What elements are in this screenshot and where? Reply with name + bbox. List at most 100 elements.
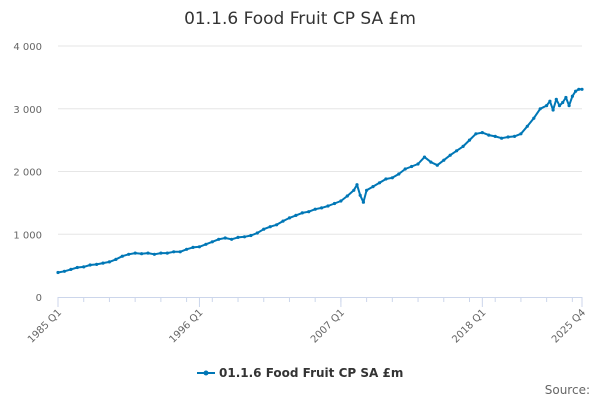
data-point[interactable] xyxy=(429,160,433,164)
legend-series-marker xyxy=(203,370,209,376)
data-point[interactable] xyxy=(525,124,529,128)
data-point[interactable] xyxy=(140,252,144,256)
data-point[interactable] xyxy=(545,104,549,108)
data-point[interactable] xyxy=(165,251,169,255)
data-point[interactable] xyxy=(197,245,201,249)
data-point[interactable] xyxy=(480,131,484,135)
y-tick-label: 1 000 xyxy=(13,230,42,241)
data-point[interactable] xyxy=(361,200,365,204)
data-point[interactable] xyxy=(249,233,253,238)
data-point[interactable] xyxy=(467,138,472,142)
y-tick-label: 3 000 xyxy=(13,105,42,116)
data-point[interactable] xyxy=(574,89,578,93)
data-point[interactable] xyxy=(242,235,247,239)
data-point[interactable] xyxy=(185,247,189,251)
data-point[interactable] xyxy=(493,134,497,138)
data-point[interactable] xyxy=(204,242,208,246)
data-point[interactable] xyxy=(178,250,182,254)
data-point[interactable] xyxy=(422,155,427,159)
data-point[interactable] xyxy=(294,213,298,217)
data-point[interactable] xyxy=(580,87,584,91)
data-point[interactable] xyxy=(557,104,562,108)
data-point[interactable] xyxy=(551,108,555,112)
data-point[interactable] xyxy=(326,204,330,208)
data-point[interactable] xyxy=(159,251,163,255)
data-point[interactable] xyxy=(390,176,394,180)
data-point[interactable] xyxy=(127,252,131,256)
data-point[interactable] xyxy=(487,133,491,137)
data-point[interactable] xyxy=(474,132,478,136)
data-point[interactable] xyxy=(236,235,240,239)
data-point[interactable] xyxy=(75,265,79,270)
data-point[interactable] xyxy=(191,245,195,249)
data-point[interactable] xyxy=(268,225,272,229)
legend-series-label: 01.1.6 Food Fruit CP SA £m xyxy=(219,366,403,380)
data-point[interactable] xyxy=(355,183,359,187)
data-point[interactable] xyxy=(352,188,356,192)
data-point[interactable] xyxy=(152,252,156,256)
data-point[interactable] xyxy=(532,116,536,120)
data-point[interactable] xyxy=(416,162,420,166)
x-tick-label: 1985 Q1 xyxy=(26,307,64,345)
data-point[interactable] xyxy=(570,94,575,98)
data-point[interactable] xyxy=(307,210,311,214)
data-point[interactable] xyxy=(217,237,221,241)
data-point[interactable] xyxy=(120,254,124,258)
data-point[interactable] xyxy=(62,269,66,273)
data-point[interactable] xyxy=(384,177,388,181)
data-point[interactable] xyxy=(500,136,504,140)
data-point[interactable] xyxy=(339,199,343,203)
data-point[interactable] xyxy=(82,265,86,269)
data-point[interactable] xyxy=(365,188,369,192)
x-tick-label: 2025 Q4 xyxy=(550,307,588,345)
x-axis: 1985 Q1 1996 Q1 2007 Q1 2018 Q1 2025 Q4 xyxy=(26,297,588,345)
data-point[interactable] xyxy=(281,219,285,223)
data-point[interactable] xyxy=(448,153,452,157)
data-point[interactable] xyxy=(223,236,227,240)
data-point[interactable] xyxy=(69,267,73,271)
data-point[interactable] xyxy=(320,206,324,210)
data-point[interactable] xyxy=(146,251,150,255)
data-point[interactable] xyxy=(345,194,349,198)
data-point[interactable] xyxy=(262,227,266,231)
data-point[interactable] xyxy=(255,231,259,235)
data-point[interactable] xyxy=(300,211,304,215)
data-point[interactable] xyxy=(56,270,60,275)
x-tick-label: 2007 Q1 xyxy=(309,307,347,345)
data-point[interactable] xyxy=(371,185,375,189)
x-tick-label: 1996 Q1 xyxy=(167,307,205,345)
data-point[interactable] xyxy=(442,158,446,162)
data-point[interactable] xyxy=(332,201,337,206)
data-point[interactable] xyxy=(567,104,571,108)
data-point[interactable] xyxy=(313,207,317,211)
data-point[interactable] xyxy=(506,135,510,139)
data-point[interactable] xyxy=(275,223,279,227)
data-point[interactable] xyxy=(172,250,176,254)
data-point[interactable] xyxy=(435,163,439,167)
data-point[interactable] xyxy=(538,107,542,111)
data-point[interactable] xyxy=(410,164,414,169)
data-point[interactable] xyxy=(512,134,517,138)
data-point[interactable] xyxy=(397,172,401,176)
data-point[interactable] xyxy=(461,144,465,148)
data-point[interactable] xyxy=(88,263,92,267)
data-point[interactable] xyxy=(403,167,407,171)
data-point[interactable] xyxy=(210,240,214,244)
data-point[interactable] xyxy=(455,149,459,153)
data-point[interactable] xyxy=(577,87,581,91)
data-point[interactable] xyxy=(548,99,552,103)
data-point[interactable] xyxy=(287,216,292,220)
data-point[interactable] xyxy=(519,132,523,136)
data-point[interactable] xyxy=(101,261,105,265)
data-point[interactable] xyxy=(358,193,362,197)
data-point[interactable] xyxy=(561,100,565,105)
data-point[interactable] xyxy=(133,251,137,255)
data-point[interactable] xyxy=(377,181,382,185)
data-point[interactable] xyxy=(95,262,99,266)
data-point[interactable] xyxy=(230,237,234,241)
data-point[interactable] xyxy=(114,257,118,261)
legend[interactable]: 01.1.6 Food Fruit CP SA £m xyxy=(197,366,403,380)
data-point[interactable] xyxy=(107,260,111,264)
data-point[interactable] xyxy=(564,95,568,100)
data-point[interactable] xyxy=(554,97,558,101)
